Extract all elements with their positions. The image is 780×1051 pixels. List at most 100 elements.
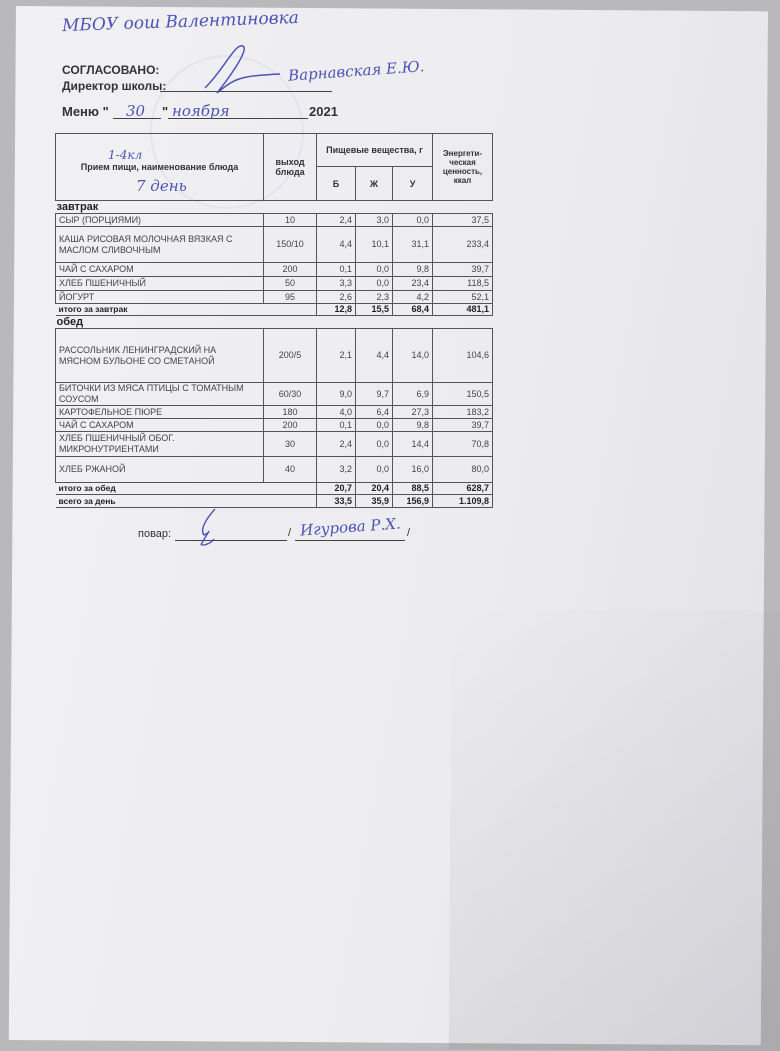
subtotal-b: 20,7	[316, 482, 356, 495]
table-row: ЧАЙ С САХАРОМ 200 0,1 0,0 9,8 39,7	[55, 418, 493, 432]
day-handwritten: 30	[126, 102, 146, 120]
dish-protein: 9,0	[316, 382, 356, 406]
dish-name: КАША РИСОВАЯ МОЛОЧНАЯ ВЯЗКАЯ С МАСЛОМ СЛ…	[55, 226, 264, 263]
dish-name: ЧАЙ С САХАРОМ	[55, 262, 264, 277]
stamp-seal	[150, 55, 304, 209]
dish-protein: 2,1	[316, 328, 356, 383]
dish-kcal: 150,5	[432, 382, 493, 406]
subtotal-label: итого за обед	[55, 482, 317, 495]
cook-name-line	[295, 540, 405, 541]
dish-carbs: 16,0	[392, 456, 433, 483]
dish-kcal: 80,0	[432, 456, 493, 483]
header-yield: выход блюда	[263, 133, 317, 201]
day-line	[113, 118, 161, 119]
day-total-label: всего за день	[55, 494, 317, 508]
dish-carbs: 6,9	[392, 382, 433, 406]
dish-fat: 2,3	[355, 290, 393, 304]
dish-carbs: 14,4	[392, 431, 433, 457]
dish-carbs: 23,4	[392, 276, 433, 291]
table-row: КАША РИСОВАЯ МОЛОЧНАЯ ВЯЗКАЯ С МАСЛОМ СЛ…	[55, 226, 493, 263]
table-row: ХЛЕБ ПШЕНИЧНЫЙ ОБОГ. МИКРОНУТРИЕНТАМИ 30…	[55, 431, 493, 457]
subtotal-kcal: 481,1	[432, 303, 493, 316]
table-row: БИТОЧКИ ИЗ МЯСА ПТИЦЫ С ТОМАТНЫМ СОУСОМ …	[55, 382, 493, 406]
dish-name: ЙОГУРТ	[55, 290, 264, 304]
quote: "	[162, 104, 169, 119]
dish-name: ХЛЕБ ПШЕНИЧНЫЙ	[55, 276, 264, 291]
subtotal-zh: 20,4	[355, 482, 393, 495]
day-total-row: всего за день 33,5 35,9 156,9 1.109,8	[55, 494, 493, 508]
dish-yield: 40	[263, 456, 317, 483]
table-row: ХЛЕБ РЖАНОЙ 40 3,2 0,0 16,0 80,0	[55, 456, 493, 483]
dish-fat: 0,0	[355, 276, 393, 291]
menu-table: 1-4кл Прием пищи, наименование блюда 7 д…	[55, 133, 493, 508]
dish-name: ЧАЙ С САХАРОМ	[55, 418, 264, 432]
cook-label: повар:	[138, 528, 172, 540]
shadow	[448, 609, 780, 1051]
dish-name: ХЛЕБ РЖАНОЙ	[55, 456, 264, 483]
dish-fat: 0,0	[355, 418, 393, 432]
dish-yield: 30	[263, 431, 317, 457]
subtotal-u: 88,5	[392, 482, 433, 495]
month-line	[168, 118, 308, 119]
dish-kcal: 52,1	[432, 290, 493, 304]
dish-fat: 0,0	[355, 456, 393, 483]
dish-carbs: 4,2	[392, 290, 433, 304]
dish-carbs: 31,1	[392, 226, 433, 263]
dish-kcal: 104,6	[432, 328, 493, 383]
header-meal: 1-4кл Прием пищи, наименование блюда 7 д…	[55, 133, 264, 201]
table-row: СЫР (ПОРЦИЯМИ) 10 2,4 3,0 0,0 37,5	[55, 213, 493, 227]
year: 2021	[309, 104, 338, 119]
dish-protein: 3,3	[316, 276, 356, 291]
dish-protein: 2,6	[316, 290, 356, 304]
dish-fat: 0,0	[355, 262, 393, 277]
dish-yield: 200	[263, 418, 317, 432]
dish-kcal: 233,4	[432, 226, 493, 263]
dish-protein: 4,0	[316, 405, 356, 419]
dish-yield: 200/5	[263, 328, 317, 383]
cook-signature-line	[175, 540, 287, 541]
approved-label: СОГЛАСОВАНО:	[62, 63, 160, 77]
header-meal-label: Прием пищи, наименование блюда	[80, 162, 239, 172]
subtotal-zh: 15,5	[355, 303, 393, 316]
header-b: Б	[316, 166, 356, 201]
dish-fat: 0,0	[355, 431, 393, 457]
dish-fat: 4,4	[355, 328, 393, 383]
subtotal-b: 12,8	[316, 303, 356, 316]
slash: /	[288, 527, 292, 539]
director-label: Директор школы:	[62, 79, 167, 93]
subtotal-label: итого за завтрак	[55, 303, 317, 316]
table-row: РАССОЛЬНИК ЛЕНИНГРАДСКИЙ НА МЯСНОМ БУЛЬО…	[55, 328, 493, 383]
dish-name: ХЛЕБ ПШЕНИЧНЫЙ ОБОГ. МИКРОНУТРИЕНТАМИ	[55, 431, 264, 457]
dish-kcal: 70,8	[432, 431, 493, 457]
dish-carbs: 9,8	[392, 262, 433, 277]
dish-kcal: 118,5	[432, 276, 493, 291]
cook-signature	[200, 508, 216, 546]
dish-yield: 95	[263, 290, 317, 304]
slash: /	[407, 527, 411, 539]
dish-protein: 2,4	[316, 431, 356, 457]
table-row: КАРТОФЕЛЬНОЕ ПЮРЕ 180 4,0 6,4 27,3 183,2	[55, 405, 493, 419]
section-title: завтрак	[56, 200, 99, 213]
age-group-handwritten: 1-4кл	[108, 148, 143, 162]
dish-name: РАССОЛЬНИК ЛЕНИНГРАДСКИЙ НА МЯСНОМ БУЛЬО…	[55, 328, 264, 383]
header-u: У	[392, 166, 433, 201]
day-total-u: 156,9	[392, 494, 433, 508]
dish-kcal: 39,7	[432, 262, 493, 277]
table-row: ЧАЙ С САХАРОМ 200 0,1 0,0 9,8 39,7	[55, 262, 493, 277]
day-total-b: 33,5	[316, 494, 356, 508]
dish-carbs: 0,0	[392, 213, 433, 227]
section-title: обед	[56, 315, 84, 328]
dish-name: БИТОЧКИ ИЗ МЯСА ПТИЦЫ С ТОМАТНЫМ СОУСОМ	[55, 382, 264, 406]
director-signature-line	[160, 91, 332, 92]
dish-protein: 4,4	[316, 226, 356, 263]
dish-protein: 3,2	[316, 456, 356, 483]
dish-fat: 3,0	[355, 213, 393, 227]
header-zh: Ж	[355, 166, 393, 201]
dish-name: КАРТОФЕЛЬНОЕ ПЮРЕ	[55, 405, 264, 419]
table-row: ХЛЕБ ПШЕНИЧНЫЙ 50 3,3 0,0 23,4 118,5	[55, 276, 493, 291]
dish-yield: 60/30	[263, 382, 317, 406]
dish-kcal: 37,5	[432, 213, 493, 227]
dish-carbs: 9,8	[392, 418, 433, 432]
day-total-zh: 35,9	[355, 494, 393, 508]
month-handwritten: ноября	[172, 102, 230, 120]
